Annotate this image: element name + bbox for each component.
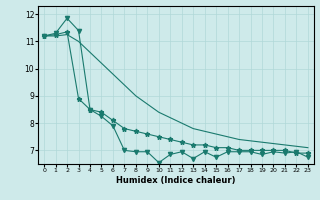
X-axis label: Humidex (Indice chaleur): Humidex (Indice chaleur) — [116, 176, 236, 185]
